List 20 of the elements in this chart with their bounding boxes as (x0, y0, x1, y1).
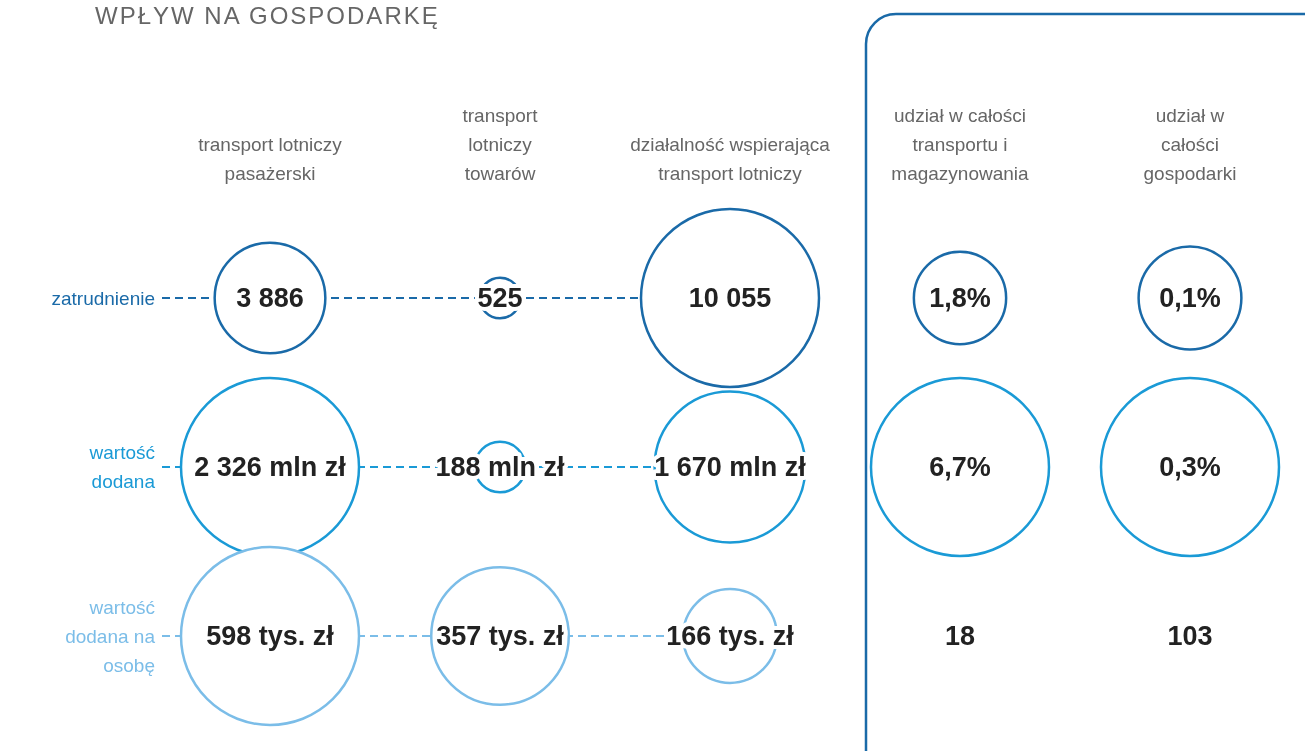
category-label: działalność wspierająca transport lotniczy (629, 133, 831, 186)
data-label: 357 tys. zł (436, 621, 565, 651)
data-label: 18 (944, 621, 976, 651)
text: zatrudnienie (51, 286, 155, 311)
data-label: 6,7% (929, 452, 991, 482)
category-label: transport lotniczy towarów (461, 104, 539, 186)
series-label: wartość dodana (88, 441, 155, 494)
category-label: udział w całości transportu i magazynowania (890, 104, 1030, 186)
data-label: 3 886 (236, 283, 304, 313)
category-label: transport lotniczy pasażerski (197, 133, 343, 186)
data-label: 598 tys. zł (206, 621, 335, 651)
data-label: 1,8% (929, 283, 991, 313)
data-label: 103 (1167, 621, 1213, 651)
data-label: 0,1% (1159, 283, 1221, 313)
text: WPŁYW NA GOSPODARKĘ (95, 2, 440, 30)
data-label: 2 326 mln zł (194, 452, 347, 482)
category-label: udział w całości gospodarki (1142, 104, 1238, 186)
data-label: 0,3% (1159, 452, 1221, 482)
data-label: 10 055 (688, 283, 772, 313)
series-label: wartość dodana na osobę (64, 595, 155, 678)
